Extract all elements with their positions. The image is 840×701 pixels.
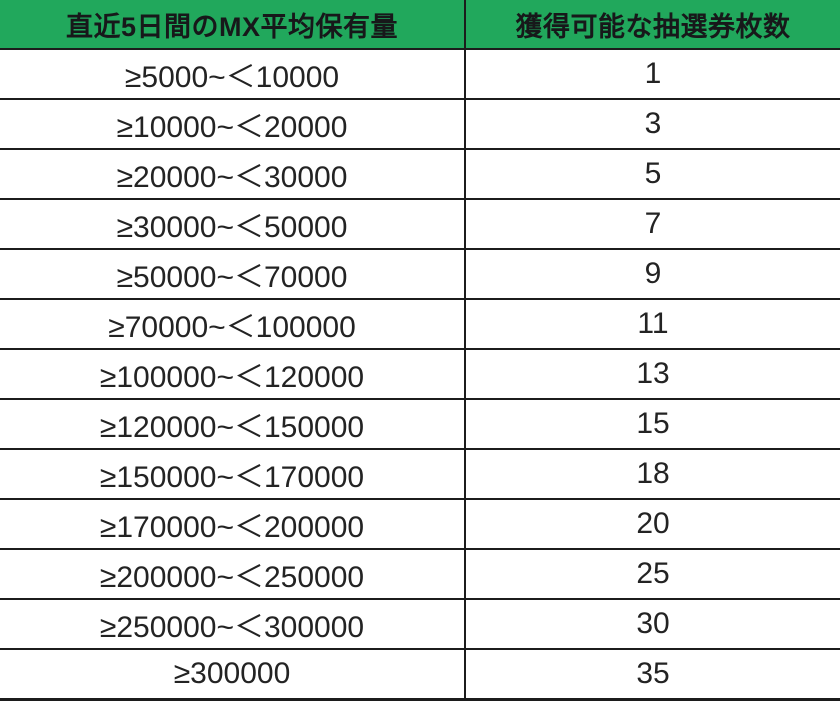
ticket-count-cell: 9 (464, 250, 840, 298)
ticket-count-cell: 30 (464, 600, 840, 648)
table-row: ≥120000~＜150000 15 (0, 400, 840, 450)
holdings-range-cell: ≥250000~＜300000 (99, 611, 365, 644)
header-holdings-column: 直近5日間のMX平均保有量 (65, 11, 399, 42)
table-row: ≥10000~＜20000 3 (0, 100, 840, 150)
table-row: ≥30000~＜50000 7 (0, 200, 840, 250)
ticket-count-cell: 11 (464, 300, 840, 348)
ticket-count-cell: 20 (464, 500, 840, 548)
holdings-range-cell: ≥100000~＜120000 (99, 361, 365, 394)
table-row: ≥150000~＜170000 18 (0, 450, 840, 500)
table-row: ≥5000~＜10000 1 (0, 50, 840, 100)
holdings-range-cell: ≥50000~＜70000 (116, 261, 348, 294)
ticket-count-cell: 3 (464, 100, 840, 148)
table-header-row: 直近5日間のMX平均保有量 獲得可能な抽選券枚数 (0, 0, 840, 50)
table-row: ≥70000~＜100000 11 (0, 300, 840, 350)
holdings-range-cell: ≥70000~＜100000 (108, 311, 356, 344)
ticket-count-cell: 13 (464, 350, 840, 398)
ticket-count-cell: 7 (464, 200, 840, 248)
holdings-range-cell: ≥300000 (173, 657, 291, 690)
ticket-count-cell: 35 (464, 650, 840, 698)
table-row: ≥100000~＜120000 13 (0, 350, 840, 400)
holdings-range-cell: ≥30000~＜50000 (116, 211, 348, 244)
table-row: ≥50000~＜70000 9 (0, 250, 840, 300)
holdings-range-cell: ≥20000~＜30000 (116, 161, 348, 194)
holdings-range-cell: ≥120000~＜150000 (99, 411, 365, 444)
holdings-range-cell: ≥170000~＜200000 (99, 511, 365, 544)
ticket-count-cell: 25 (464, 550, 840, 598)
ticket-count-cell: 1 (464, 50, 840, 98)
holdings-range-cell: ≥10000~＜20000 (116, 111, 348, 144)
ticket-count-cell: 5 (464, 150, 840, 198)
table-row: ≥250000~＜300000 30 (0, 600, 840, 650)
ticket-count-cell: 18 (464, 450, 840, 498)
table-row: ≥300000 35 (0, 650, 840, 701)
table-row: ≥200000~＜250000 25 (0, 550, 840, 600)
ticket-count-cell: 15 (464, 400, 840, 448)
holdings-range-cell: ≥200000~＜250000 (99, 561, 365, 594)
table-row: ≥170000~＜200000 20 (0, 500, 840, 550)
holdings-range-cell: ≥5000~＜10000 (124, 61, 340, 94)
header-tickets-column: 獲得可能な抽選券枚数 (464, 0, 840, 48)
holdings-range-cell: ≥150000~＜170000 (99, 461, 365, 494)
table-body: ≥5000~＜10000 1 ≥10000~＜20000 3 ≥20000~＜30000… (0, 50, 840, 701)
table-row: ≥20000~＜30000 5 (0, 150, 840, 200)
